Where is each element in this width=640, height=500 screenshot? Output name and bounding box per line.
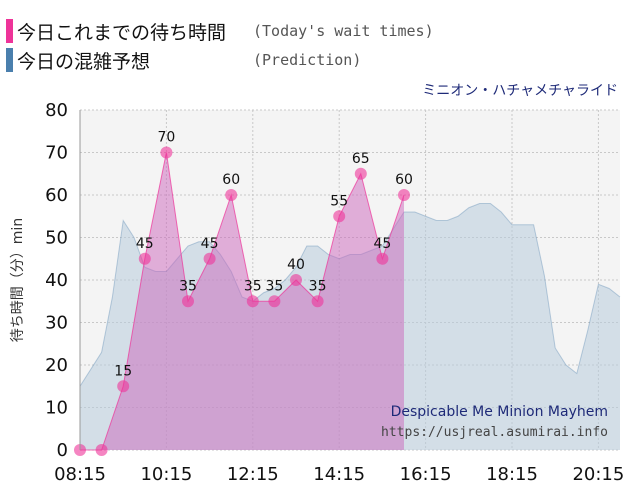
x-tick-label: 08:15	[54, 464, 106, 485]
today-point	[203, 252, 216, 265]
ride-name-en: Despicable Me Minion Mayhem	[391, 404, 608, 420]
legend-prediction-label: 今日の混雑予想	[17, 50, 151, 73]
today-point	[398, 189, 410, 201]
today-data-label: 35	[244, 278, 262, 294]
x-tick-label: 12:15	[227, 464, 279, 485]
source-url: https://usjreal.asumirai.info	[381, 425, 608, 440]
today-point	[160, 146, 173, 159]
today-data-label: 35	[265, 278, 283, 294]
today-point	[290, 274, 302, 286]
legend-today-label: 今日これまでの待ち時間	[17, 21, 227, 44]
today-data-label: 40	[287, 257, 305, 273]
y-tick-label: 80	[45, 100, 68, 121]
today-data-label: 55	[330, 193, 348, 209]
y-tick-label: 10	[45, 398, 68, 419]
y-tick-label: 30	[45, 313, 68, 334]
today-data-label: 45	[373, 236, 391, 252]
today-data-label: 45	[136, 236, 154, 252]
today-point	[311, 295, 324, 308]
today-point	[268, 295, 281, 308]
y-tick-label: 60	[45, 185, 68, 206]
y-tick-label: 0	[57, 440, 68, 461]
legend-today-sublabel: (Today's wait times)	[253, 22, 434, 40]
today-point	[354, 167, 367, 180]
legend-swatch-today	[6, 19, 13, 43]
today-data-label: 35	[309, 278, 327, 294]
today-point	[117, 380, 130, 393]
y-tick-label: 40	[45, 270, 68, 291]
today-data-label: 45	[201, 236, 219, 252]
legend-today: 今日これまでの待ち時間 (Today's wait times)	[6, 18, 434, 44]
ride-name: ミニオン・ハチャメチャライド	[422, 83, 618, 99]
today-data-label: 60	[222, 172, 240, 188]
axes: 0 10 20 30 40 50 60 70 80 08:15 10:15 12:15 14:15 16:…	[45, 100, 624, 485]
y-tick-label: 20	[45, 355, 68, 376]
x-tick-label: 18:15	[486, 464, 538, 485]
x-tick-label: 20:15	[572, 464, 624, 485]
x-tick-label: 16:15	[400, 464, 452, 485]
today-data-label: 35	[179, 278, 197, 294]
today-point	[246, 295, 259, 308]
today-area	[80, 152, 404, 450]
x-tick-label: 10:15	[140, 464, 192, 485]
today-point	[138, 252, 151, 265]
y-tick-label: 70	[45, 143, 68, 164]
today-point	[182, 295, 194, 308]
legend-swatch-prediction	[6, 48, 13, 72]
today-data-label: 65	[352, 151, 370, 167]
y-axis-label: 待ち時間（分）min	[10, 218, 26, 342]
today-point	[95, 444, 108, 456]
y-tick-label: 50	[45, 228, 68, 249]
legend-prediction-sublabel: (Prediction)	[253, 51, 362, 69]
today-line	[80, 152, 405, 451]
today-point	[376, 252, 389, 265]
today-data-label: 60	[395, 172, 413, 188]
today-point	[225, 189, 238, 201]
today-data-label: 15	[114, 363, 132, 379]
legend-prediction: 今日の混雑予想 (Prediction)	[6, 47, 361, 73]
today-point	[333, 210, 346, 223]
x-tick-label: 14:15	[313, 464, 365, 485]
today-data-label: 70	[157, 130, 175, 146]
